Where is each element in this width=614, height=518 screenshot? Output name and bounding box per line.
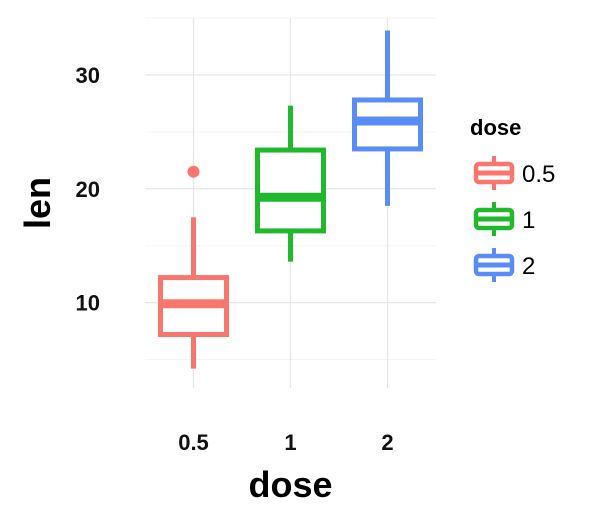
x-tick-label: 2 xyxy=(381,430,393,455)
boxes xyxy=(158,30,423,369)
box-0.5 xyxy=(158,165,229,369)
x-tick-label: 1 xyxy=(284,430,296,455)
legend: dose 0.5 1 2 xyxy=(470,115,555,282)
x-axis-title: dose xyxy=(248,464,332,505)
legend-title: dose xyxy=(470,115,521,140)
box-iqr xyxy=(255,147,326,234)
legend-label: 2 xyxy=(522,253,535,280)
x-tick-label: 0.5 xyxy=(178,430,209,455)
legend-item-2: 2 xyxy=(473,248,535,282)
box-2 xyxy=(352,30,423,206)
y-tick-label: 10 xyxy=(76,291,100,316)
legend-item-1: 1 xyxy=(473,202,535,236)
y-tick-label: 30 xyxy=(76,63,100,88)
y-axis-ticks: 10 20 30 xyxy=(76,63,100,316)
x-axis-ticks: 0.5 1 2 xyxy=(178,430,393,455)
box-1 xyxy=(255,105,326,262)
legend-label: 0.5 xyxy=(522,161,555,188)
y-tick-label: 20 xyxy=(76,177,100,202)
y-axis-title: len xyxy=(17,177,58,229)
legend-item-0.5: 0.5 xyxy=(473,156,555,190)
legend-label: 1 xyxy=(522,207,535,234)
outlier-point xyxy=(187,165,200,178)
